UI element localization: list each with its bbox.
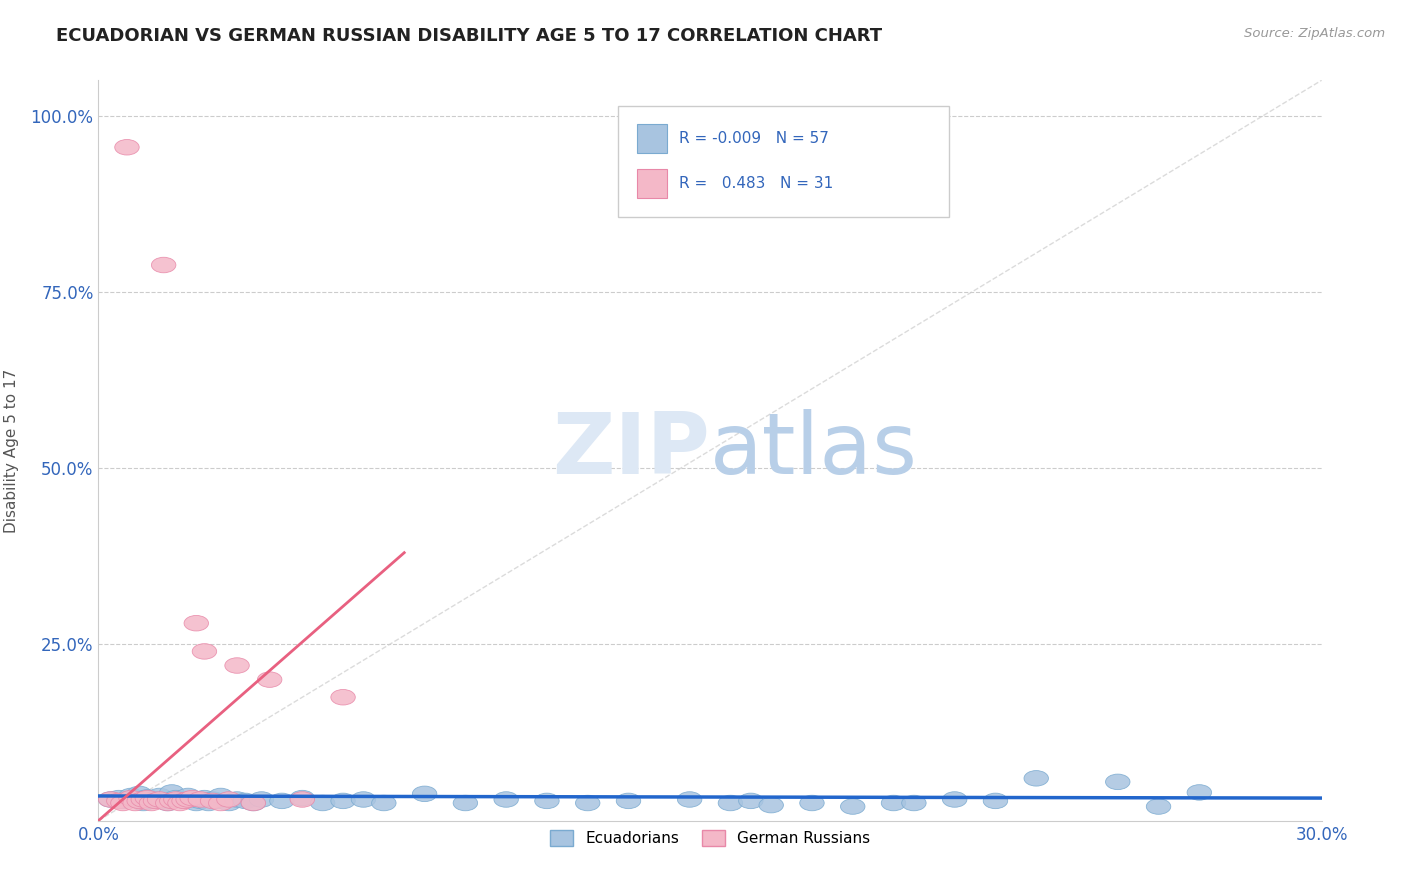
Ellipse shape <box>371 796 396 811</box>
Ellipse shape <box>193 790 217 805</box>
Ellipse shape <box>120 790 143 805</box>
Ellipse shape <box>311 796 335 811</box>
Ellipse shape <box>163 790 188 805</box>
FancyBboxPatch shape <box>637 169 668 198</box>
Ellipse shape <box>290 790 315 805</box>
Ellipse shape <box>148 792 172 807</box>
FancyBboxPatch shape <box>637 124 668 153</box>
Ellipse shape <box>225 657 249 673</box>
Ellipse shape <box>453 796 478 811</box>
Ellipse shape <box>184 796 208 811</box>
Ellipse shape <box>330 793 356 809</box>
Legend: Ecuadorians, German Russians: Ecuadorians, German Russians <box>543 822 877 854</box>
Ellipse shape <box>107 793 131 809</box>
Ellipse shape <box>242 796 266 811</box>
Ellipse shape <box>738 793 763 809</box>
Y-axis label: Disability Age 5 to 17: Disability Age 5 to 17 <box>4 368 20 533</box>
Ellipse shape <box>176 789 201 804</box>
Ellipse shape <box>882 796 905 811</box>
Ellipse shape <box>233 793 257 809</box>
Ellipse shape <box>115 139 139 155</box>
Ellipse shape <box>200 793 225 809</box>
Ellipse shape <box>139 793 163 809</box>
FancyBboxPatch shape <box>619 106 949 218</box>
Text: ZIP: ZIP <box>553 409 710 492</box>
Ellipse shape <box>152 793 176 809</box>
Ellipse shape <box>143 792 167 807</box>
Ellipse shape <box>1024 771 1049 786</box>
Ellipse shape <box>167 792 193 807</box>
Ellipse shape <box>257 672 281 688</box>
Ellipse shape <box>156 796 180 811</box>
Ellipse shape <box>759 797 783 813</box>
Ellipse shape <box>107 790 131 805</box>
Ellipse shape <box>942 792 967 807</box>
Ellipse shape <box>139 796 163 811</box>
Ellipse shape <box>122 792 148 807</box>
Ellipse shape <box>800 796 824 811</box>
Ellipse shape <box>176 792 201 807</box>
Ellipse shape <box>200 792 225 807</box>
Ellipse shape <box>143 793 167 809</box>
Ellipse shape <box>111 796 135 811</box>
Ellipse shape <box>167 796 193 811</box>
Ellipse shape <box>1187 785 1212 800</box>
Ellipse shape <box>184 615 208 631</box>
Ellipse shape <box>217 796 242 811</box>
Ellipse shape <box>1105 774 1130 789</box>
Ellipse shape <box>180 790 204 805</box>
Ellipse shape <box>98 792 122 807</box>
Ellipse shape <box>208 796 233 811</box>
Ellipse shape <box>188 793 212 809</box>
Text: Source: ZipAtlas.com: Source: ZipAtlas.com <box>1244 27 1385 40</box>
Text: ECUADORIAN VS GERMAN RUSSIAN DISABILITY AGE 5 TO 17 CORRELATION CHART: ECUADORIAN VS GERMAN RUSSIAN DISABILITY … <box>56 27 883 45</box>
Ellipse shape <box>678 792 702 807</box>
Ellipse shape <box>160 793 184 809</box>
Ellipse shape <box>534 793 560 809</box>
Ellipse shape <box>131 796 156 811</box>
Ellipse shape <box>270 793 294 809</box>
Ellipse shape <box>98 792 122 807</box>
Ellipse shape <box>204 793 229 809</box>
Ellipse shape <box>718 796 742 811</box>
Ellipse shape <box>193 644 217 659</box>
Ellipse shape <box>135 789 160 805</box>
Ellipse shape <box>120 789 143 804</box>
Ellipse shape <box>172 793 197 809</box>
Text: atlas: atlas <box>710 409 918 492</box>
Text: R = -0.009   N = 57: R = -0.009 N = 57 <box>679 131 830 146</box>
Ellipse shape <box>127 786 152 802</box>
Ellipse shape <box>208 789 233 804</box>
Ellipse shape <box>494 792 519 807</box>
Ellipse shape <box>290 792 315 807</box>
Ellipse shape <box>135 790 160 805</box>
Ellipse shape <box>111 793 135 809</box>
Ellipse shape <box>148 789 172 804</box>
Ellipse shape <box>172 793 197 809</box>
Ellipse shape <box>122 796 148 811</box>
Text: R =   0.483   N = 31: R = 0.483 N = 31 <box>679 176 834 191</box>
Ellipse shape <box>330 690 356 705</box>
Ellipse shape <box>575 796 600 811</box>
Ellipse shape <box>352 792 375 807</box>
Ellipse shape <box>249 792 274 807</box>
Ellipse shape <box>841 798 865 814</box>
Ellipse shape <box>616 793 641 809</box>
Ellipse shape <box>152 257 176 273</box>
Ellipse shape <box>131 792 156 807</box>
Ellipse shape <box>983 793 1008 809</box>
Ellipse shape <box>156 796 180 811</box>
Ellipse shape <box>160 785 184 800</box>
Ellipse shape <box>412 786 437 802</box>
Ellipse shape <box>242 796 266 811</box>
Ellipse shape <box>197 796 221 811</box>
Ellipse shape <box>188 792 212 807</box>
Ellipse shape <box>225 792 249 807</box>
Ellipse shape <box>163 792 188 807</box>
Ellipse shape <box>180 792 204 807</box>
Ellipse shape <box>901 796 927 811</box>
Ellipse shape <box>217 792 242 807</box>
Ellipse shape <box>1146 798 1171 814</box>
Ellipse shape <box>127 793 152 809</box>
